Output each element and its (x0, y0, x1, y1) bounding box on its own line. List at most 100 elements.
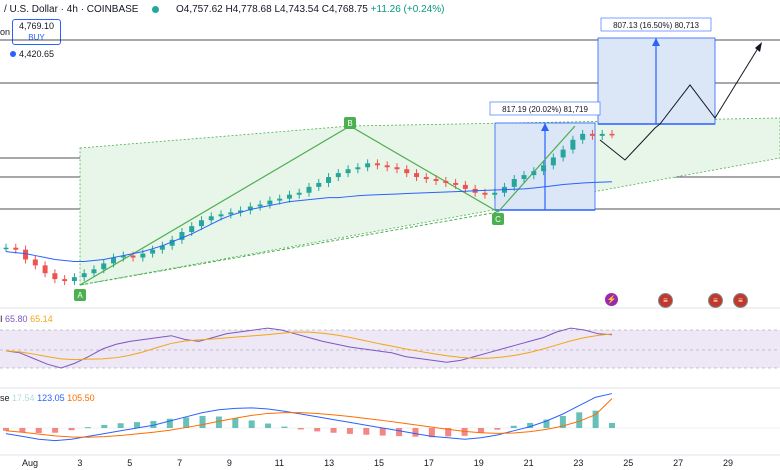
macd-hist-bar (52, 428, 59, 433)
candle-body (228, 212, 234, 215)
x-tick-label: 29 (723, 458, 733, 468)
candle-body (531, 171, 537, 176)
candle-body (286, 194, 292, 199)
macd-hist-bar (281, 426, 288, 428)
candle-body (580, 133, 586, 140)
macd-hist-bar (3, 428, 9, 431)
candle-body (433, 179, 439, 181)
candle-body (453, 182, 459, 185)
macd-legend: se 17.54 123.05 105.50 (0, 393, 95, 403)
candle-body (560, 149, 566, 158)
x-tick-label: 5 (127, 458, 132, 468)
candle-body (247, 206, 253, 211)
candle-body (81, 273, 87, 278)
macd-hist-bar (412, 428, 419, 437)
candle-body (159, 245, 165, 250)
candle-body (101, 263, 107, 270)
candle-body (511, 179, 517, 187)
candle-body (198, 220, 204, 227)
candle-body (13, 247, 19, 250)
macd-hist-bar (379, 428, 386, 436)
x-tick-label: 17 (424, 458, 434, 468)
candle-body (570, 139, 576, 150)
change-value: +11.26 (+0.24%) (370, 4, 445, 15)
macd-hist-bar (134, 422, 141, 428)
macd-hist-bar (543, 419, 550, 428)
macd-hist-bar (215, 416, 222, 428)
point-marker (74, 289, 86, 301)
candle-body (394, 167, 400, 170)
candle-body (521, 175, 527, 180)
x-tick-label: 11 (275, 458, 284, 468)
moving-average-line (5, 181, 613, 262)
candle-body (257, 204, 263, 207)
macd-value: 123.05 (37, 393, 65, 403)
candle-body (218, 214, 224, 217)
candle-body (130, 255, 136, 258)
macd-label: se (0, 393, 10, 403)
projection-arrowhead (755, 42, 762, 52)
event-flag-icon[interactable]: ≡ (658, 293, 673, 308)
macd-hist-bar (232, 418, 239, 428)
macd-line (5, 393, 613, 442)
triangle-fill (79, 117, 780, 286)
pattern-base (79, 211, 499, 286)
macd-hist-bar (297, 428, 304, 430)
x-tick-label: 7 (177, 458, 182, 468)
macd-hist-bar (346, 428, 353, 434)
macd-hist-bar (248, 420, 255, 428)
open-value: O4,757.62 (176, 4, 223, 15)
arrowhead-2 (652, 38, 660, 46)
macd-hist-bar (576, 412, 583, 428)
target-2-label-bg (600, 17, 712, 32)
candle-body (140, 253, 146, 258)
point-C: C (492, 213, 504, 225)
candle-body (189, 226, 195, 233)
x-tick-label: 15 (374, 458, 384, 468)
point-B: B (344, 117, 356, 129)
point-label: B (347, 119, 352, 128)
buy-price-button[interactable]: 4,769.10 BUY (12, 19, 61, 45)
pattern-path (79, 125, 576, 286)
event-flag-icon[interactable]: ≡ (708, 293, 723, 308)
candle-body (91, 269, 97, 274)
candle-body (589, 133, 595, 136)
candle-body (62, 279, 68, 282)
rsi-legend: I 65.80 65.14 (0, 314, 53, 324)
candle-body (609, 133, 615, 136)
macd-hist-bar (527, 422, 534, 428)
ma-readout: 4,420.65 (10, 49, 54, 59)
macd-hist-bar (461, 428, 468, 436)
macd-hist-bar (68, 428, 75, 431)
candle-body (374, 163, 380, 166)
macd-hist-bar (84, 427, 91, 429)
buy-price: 4,769.10 (18, 21, 55, 31)
candle-body (150, 249, 156, 254)
candle-body (42, 265, 48, 274)
candle-body (277, 198, 283, 201)
candle-body (335, 173, 341, 178)
x-tick-label: 19 (474, 458, 484, 468)
symbol-title[interactable]: / U.S. Dollar · 4h · COINBASE (4, 4, 139, 15)
projection-path-2 (659, 44, 761, 125)
candle-body (404, 169, 410, 174)
x-tick-label: 9 (227, 458, 232, 468)
rsi-band (0, 330, 780, 368)
event-flag-icon[interactable]: ≡ (733, 293, 748, 308)
event-bolt-icon[interactable]: ⚡ (605, 293, 618, 306)
macd-hist-bar (445, 428, 452, 437)
macd-hist-bar (592, 410, 599, 428)
point-marker (492, 213, 504, 225)
macd-hist-bar (609, 422, 615, 428)
candle-body (32, 259, 38, 266)
candle-body (71, 277, 77, 282)
rsi-line (5, 327, 613, 369)
candle-body (355, 167, 361, 170)
arrowhead-1 (541, 123, 549, 131)
target-1-label: 817.19 (20.02%) 81,719 (502, 105, 588, 114)
candle-body (541, 165, 547, 172)
rsi-ma-line (5, 331, 613, 361)
chart-header: / U.S. Dollar · 4h · COINBASE O4,757.62 … (0, 0, 780, 20)
macd-hist-value: 17.54 (12, 393, 35, 403)
